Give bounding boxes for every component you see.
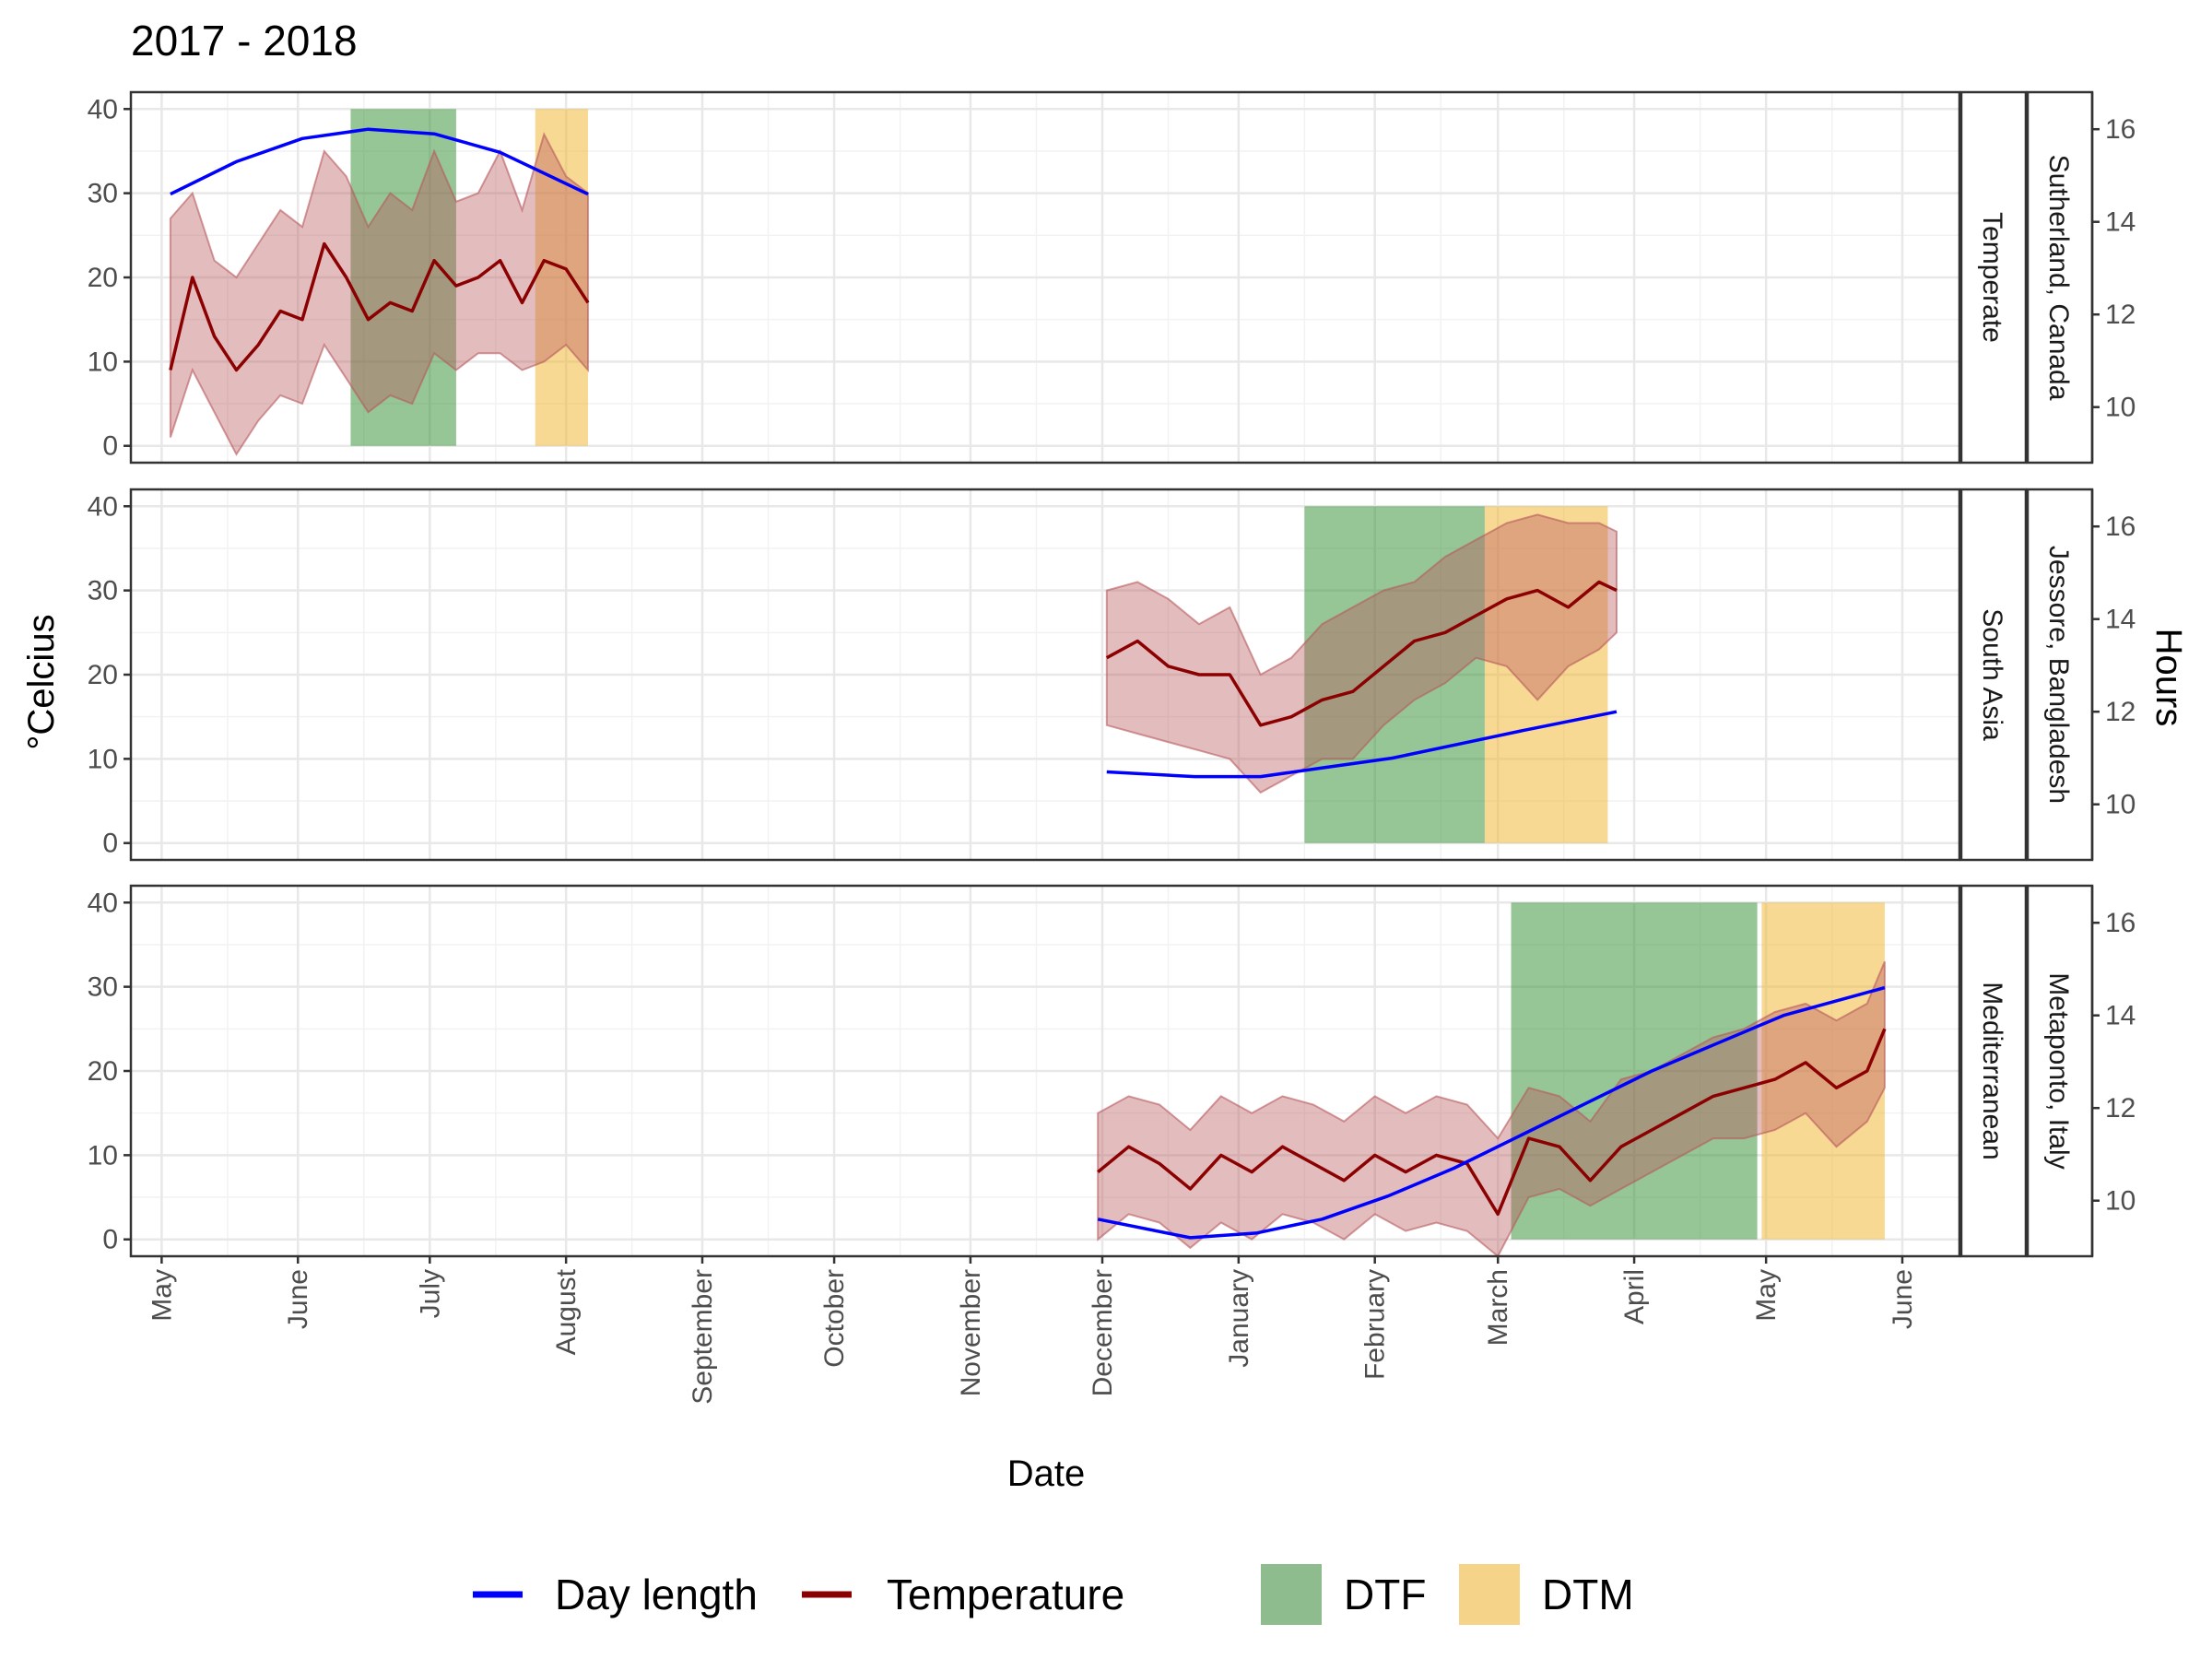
x-tick-label: April <box>1619 1269 1650 1324</box>
y-tick-label: 40 <box>88 888 118 918</box>
panels: 0 10 20 30 40 Temperate Sutherland, Canada 10 12… <box>88 90 2136 1258</box>
x-tick-label: February <box>1360 1269 1391 1380</box>
y2-tick-label: 14 <box>2105 605 2136 635</box>
dtm-rect <box>1484 506 1608 843</box>
y-axis-title: °Celcius <box>21 614 62 749</box>
x-tick-label: May <box>1751 1269 1782 1322</box>
y-tick-label: 40 <box>88 94 118 124</box>
chart-title: 2017 - 2018 <box>131 17 358 65</box>
legend-label: Day length <box>555 1571 758 1618</box>
strip-region-box <box>1959 488 2028 862</box>
x-axis: May June July August September October Novembe… <box>147 1256 1918 1405</box>
y-tick-label: 30 <box>88 972 118 1003</box>
dtf-rect <box>350 109 456 446</box>
strip-region-box <box>1959 90 2028 465</box>
x-tick-label: October <box>819 1269 850 1368</box>
y2-tick-label: 14 <box>2105 207 2136 238</box>
dtm-rect <box>535 109 588 446</box>
y-tick-label: 30 <box>88 179 118 209</box>
y-tick-label: 0 <box>102 829 118 859</box>
y-tick-label: 20 <box>88 660 118 690</box>
y2-tick-label: 16 <box>2105 114 2136 145</box>
y-tick-label: 10 <box>88 347 118 377</box>
legend-item-dtm: DTM <box>1459 1564 1634 1625</box>
y2-tick-label: 12 <box>2105 1093 2136 1124</box>
strip-location-box <box>2026 884 2094 1258</box>
legend-swatch-fill <box>1261 1564 1322 1625</box>
temperature-line <box>169 241 590 372</box>
y-tick-label: 20 <box>88 1056 118 1087</box>
y2-tick-label: 12 <box>2105 300 2136 330</box>
strip-region-label: Temperate <box>1977 212 2007 343</box>
panel-temperate: 0 10 20 30 40 Temperate Sutherland, Canada 10 12… <box>88 90 2136 465</box>
strip-location-label: Jessore, Bangladesh <box>2043 546 2074 804</box>
x-tick-label: June <box>1888 1269 1918 1329</box>
x-tick-label: November <box>956 1269 986 1396</box>
y2-tick-label: 16 <box>2105 908 2136 938</box>
y-tick-label: 40 <box>88 491 118 522</box>
y2-tick-label: 10 <box>2105 1186 2136 1217</box>
y2-tick-label: 12 <box>2105 697 2136 727</box>
legend-item-day-length: Day length <box>473 1571 758 1618</box>
strip-region-box <box>1959 884 2028 1258</box>
y2-axis-title: Hours <box>2148 629 2189 727</box>
temperature-line <box>1105 580 1618 727</box>
legend-label: DTM <box>1542 1571 1634 1618</box>
temperature-range-band <box>169 132 589 456</box>
strip-region-label: South Asia <box>1977 608 2007 741</box>
legend-label: DTF <box>1344 1571 1426 1618</box>
day-length-line <box>1097 985 1886 1240</box>
day-length-line <box>1106 710 1618 779</box>
temperature-range-band <box>1097 960 1886 1258</box>
dtf-rect <box>1511 902 1758 1240</box>
y-tick-label: 10 <box>88 744 118 774</box>
x-tick-label: March <box>1483 1269 1513 1346</box>
panel-mediterranean: 0 10 20 30 40 Mediterranean Metaponto, Italy 10… <box>88 884 2136 1258</box>
x-tick-label: December <box>1088 1269 1118 1396</box>
day-length-line <box>170 127 589 196</box>
legend-item-dtf: DTF <box>1261 1564 1426 1625</box>
strip-location-label: Sutherland, Canada <box>2043 155 2074 401</box>
legend-swatch-fill <box>1459 1564 1520 1625</box>
y-tick-label: 30 <box>88 576 118 606</box>
strip-location-box <box>2026 488 2094 862</box>
y2-tick-label: 14 <box>2105 1001 2136 1031</box>
y2-tick-label: 16 <box>2105 512 2136 542</box>
x-tick-label: January <box>1224 1269 1254 1368</box>
y-tick-label: 0 <box>102 431 118 462</box>
legend-label: Temperature <box>887 1571 1124 1618</box>
x-axis-title: Date <box>1007 1453 1086 1494</box>
y-tick-label: 20 <box>88 263 118 293</box>
x-tick-label: May <box>147 1269 177 1322</box>
legend-item-temperature: Temperature <box>802 1571 1124 1618</box>
temperature-range-band <box>1105 513 1618 794</box>
x-tick-label: July <box>415 1269 445 1318</box>
y-tick-label: 0 <box>102 1225 118 1255</box>
x-tick-label: June <box>283 1269 313 1329</box>
y2-tick-label: 10 <box>2105 393 2136 423</box>
y-tick-label: 10 <box>88 1140 118 1171</box>
strip-location-label: Metaponto, Italy <box>2043 972 2074 1169</box>
temperature-line <box>1097 1028 1887 1217</box>
panel-south-asia: 0 10 20 30 40 South Asia Jessore, Bangladesh 10… <box>88 488 2136 862</box>
x-tick-label: August <box>551 1268 582 1355</box>
strip-region-label: Mediterranean <box>1977 982 2007 1159</box>
legend: Day length Temperature DTF DTM <box>473 1564 1634 1625</box>
y2-tick-label: 10 <box>2105 790 2136 820</box>
x-tick-label: September <box>688 1269 718 1405</box>
